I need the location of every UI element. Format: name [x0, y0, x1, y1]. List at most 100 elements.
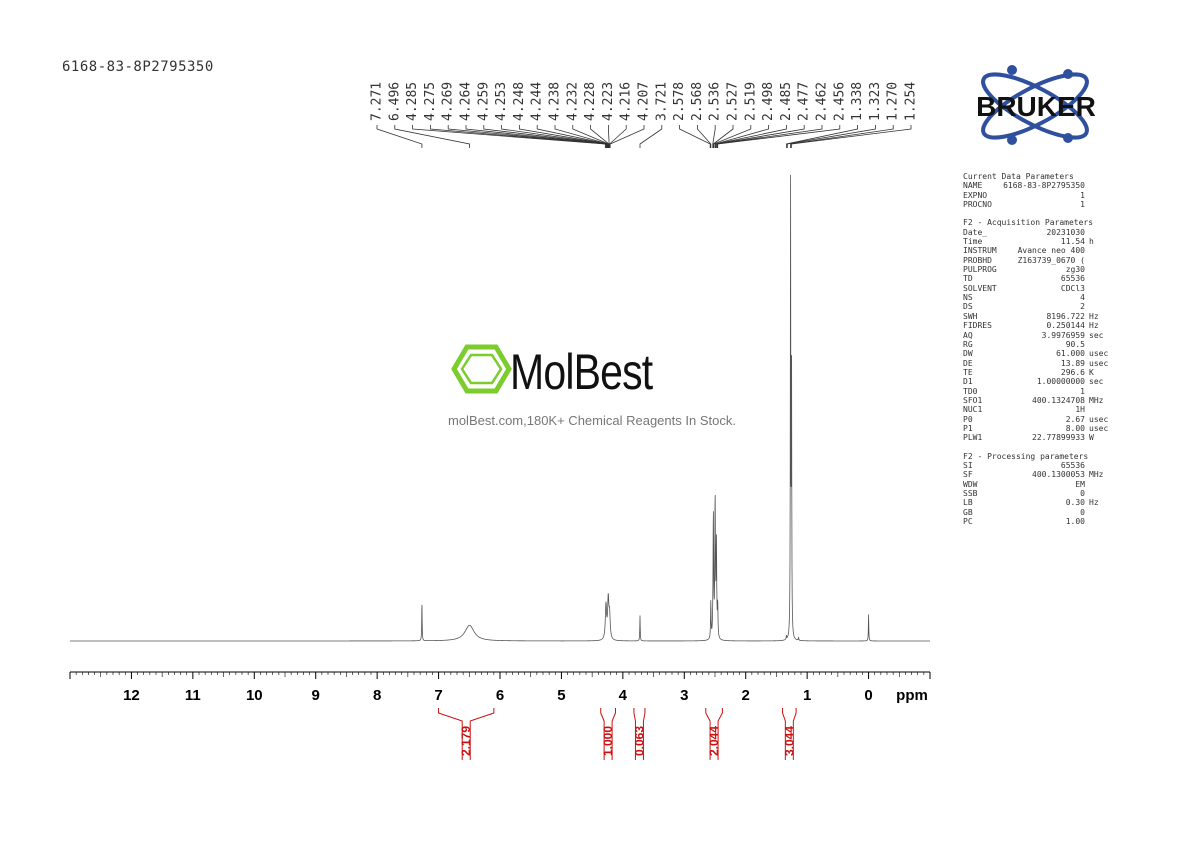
- param-unit: Hz: [1089, 321, 1099, 331]
- param-row: SSB 0: [963, 489, 1115, 498]
- param-value: Z163739_0670 (: [1017, 255, 1085, 265]
- param-unit: [1085, 274, 1115, 283]
- watermark-name: MolBest: [510, 344, 653, 400]
- param-label: TE: [963, 367, 973, 377]
- param-value: 296.6: [1060, 367, 1085, 377]
- peak-label-connector: [786, 125, 876, 148]
- param-value: 1: [1080, 190, 1085, 200]
- param-label: P0: [963, 414, 973, 424]
- peak-label-connector: [679, 125, 711, 148]
- param-value-wrap: 61.000 usec: [1056, 349, 1115, 358]
- param-row: SWH 8196.722 Hz: [963, 312, 1115, 321]
- spectrum-group: [70, 174, 930, 642]
- integral-bracket: [633, 708, 636, 760]
- param-value: 0: [1080, 507, 1085, 517]
- param-unit: [1085, 181, 1115, 190]
- param-row: SOLVENT CDCl3: [963, 284, 1115, 293]
- param-label: INSTRUM: [963, 246, 997, 256]
- param-value: 90.5: [1065, 339, 1085, 349]
- param-label: P1: [963, 423, 973, 433]
- param-value: 1: [1080, 386, 1085, 396]
- param-value-wrap: 0: [1080, 508, 1115, 517]
- param-row: FIDRES 0.250144 Hz: [963, 321, 1115, 330]
- integral-value: 0.063: [632, 726, 646, 756]
- param-label: D1: [963, 377, 973, 387]
- molbest-benzene-icon: [451, 344, 512, 394]
- param-label: PROCNO: [963, 200, 992, 210]
- peak-label-connector: [712, 125, 734, 148]
- integral-bracket: [705, 708, 711, 760]
- param-row: P1 8.00 usec: [963, 424, 1115, 433]
- param-value-wrap: 13.89 usec: [1061, 359, 1115, 368]
- param-unit: sec: [1089, 330, 1104, 340]
- param-label: SI: [963, 460, 973, 470]
- param-unit: usec: [1089, 414, 1109, 424]
- param-value: 20231030: [1046, 227, 1085, 237]
- param-label: GB: [963, 507, 973, 517]
- param-label: EXPNO: [963, 190, 988, 200]
- param-value-wrap: 11.54 h: [1061, 237, 1115, 246]
- param-unit: usec: [1089, 358, 1109, 368]
- param-value: 6168-83-8P2795350: [1003, 181, 1085, 191]
- param-row: DE 13.89 usec: [963, 359, 1115, 368]
- param-value-wrap: 6168-83-8P2795350: [1003, 181, 1115, 190]
- param-block-title: F2 - Processing parameters: [963, 451, 1089, 461]
- param-row: LB 0.30 Hz: [963, 498, 1115, 507]
- param-unit: usec: [1089, 349, 1109, 359]
- param-unit: [1085, 293, 1115, 302]
- param-value-wrap: 90.5: [1066, 340, 1115, 349]
- integral-value: 1.000: [601, 726, 615, 756]
- param-value-wrap: 1: [1080, 200, 1115, 209]
- peak-label: 4.285: [405, 82, 420, 121]
- param-label: TD0: [963, 386, 978, 396]
- param-unit: [1085, 256, 1115, 265]
- param-block-title: Current Data Parameters: [963, 172, 1074, 181]
- integral-bracket: [438, 708, 463, 760]
- peak-label-group: 7.271 6.496 4.285 4.275 4.269 4.264 4.259 4.253…: [370, 82, 919, 148]
- param-value-wrap: 22.77899933 W: [1032, 433, 1115, 442]
- integral-value: 2.179: [459, 726, 473, 756]
- peak-label-connector: [430, 125, 607, 148]
- param-value-wrap: 0: [1080, 489, 1115, 498]
- param-value-wrap: zg30: [1066, 265, 1115, 274]
- param-value: zg30: [1065, 265, 1085, 275]
- param-row: PC 1.00: [963, 517, 1115, 526]
- peak-label: 2.536: [708, 82, 723, 121]
- peak-label: 4.248: [512, 82, 527, 121]
- peak-label: 1.270: [886, 82, 901, 121]
- peak-label: 6.496: [387, 82, 402, 121]
- peak-label: 4.259: [476, 82, 491, 121]
- param-value-wrap: 2: [1080, 302, 1115, 311]
- param-value-wrap: 296.6 K: [1061, 368, 1115, 377]
- integral-bracket: [717, 708, 723, 760]
- param-row: PROCNO 1: [963, 200, 1115, 209]
- peak-label: 4.238: [548, 82, 563, 121]
- param-value-wrap: 1.00000000 sec: [1037, 377, 1115, 386]
- param-value-wrap: 8196.722 Hz: [1046, 312, 1115, 321]
- peak-label-connector: [608, 125, 610, 148]
- param-label: WDW: [963, 479, 978, 489]
- peak-label: 4.223: [601, 82, 616, 121]
- param-unit: [1085, 340, 1115, 349]
- param-value: 65536: [1060, 274, 1085, 284]
- x-tick-label: 4: [619, 687, 628, 704]
- param-value: 1H: [1075, 405, 1085, 415]
- param-unit: W: [1089, 433, 1094, 443]
- peak-label: 4.264: [459, 82, 474, 121]
- param-value: 400.1300053: [1032, 470, 1085, 480]
- param-value: 22.77899933: [1032, 433, 1085, 443]
- param-label: RG: [963, 339, 973, 349]
- param-row: PLW1 22.77899933 W: [963, 433, 1115, 442]
- x-tick-label: 3: [680, 687, 688, 704]
- param-value-wrap: 3.9976959 sec: [1042, 331, 1115, 340]
- param-label: Time: [963, 237, 983, 247]
- x-tick-label: 0: [864, 687, 872, 704]
- peak-label: 2.498: [761, 82, 776, 121]
- peak-label: 1.254: [904, 82, 919, 121]
- param-label: PROBHD: [963, 255, 992, 265]
- peak-label-connector: [717, 125, 841, 148]
- param-value: 13.89: [1060, 358, 1085, 368]
- param-label: DE: [963, 358, 973, 368]
- peak-label-connector: [394, 125, 470, 148]
- peak-label: 2.477: [797, 82, 812, 121]
